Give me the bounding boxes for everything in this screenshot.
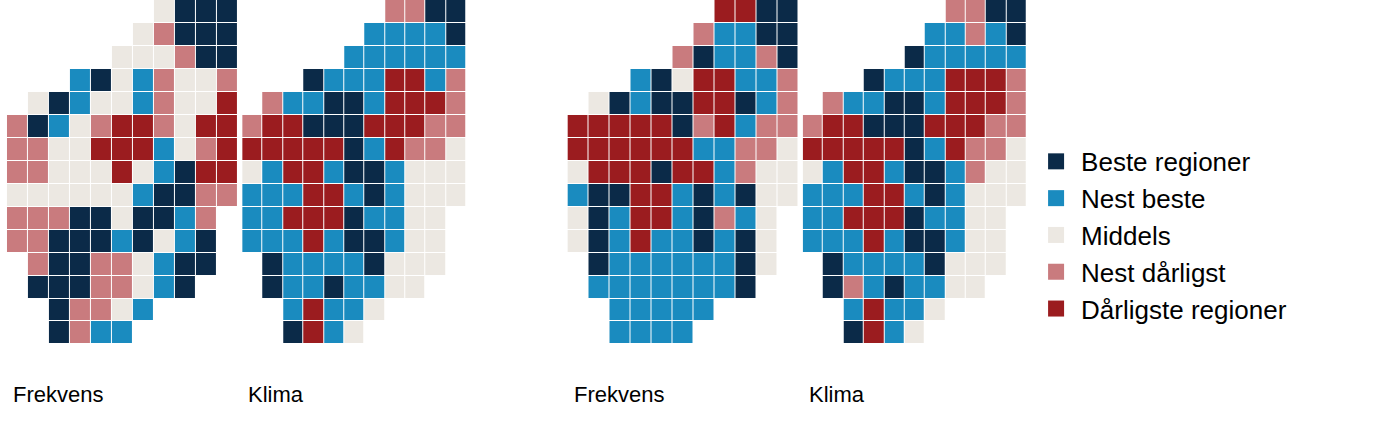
svg-text:Nest beste: Nest beste <box>1081 184 1205 214</box>
svg-text:Beste regioner: Beste regioner <box>1081 147 1250 177</box>
svg-text:Klima: Klima <box>248 382 304 407</box>
svg-text:Klima: Klima <box>809 382 865 407</box>
svg-text:Middels: Middels <box>1081 221 1171 251</box>
svg-text:Frekvens: Frekvens <box>574 382 664 407</box>
svg-text:Nest dårligst: Nest dårligst <box>1081 258 1226 288</box>
svg-text:Frekvens: Frekvens <box>13 382 103 407</box>
svg-text:Dårligste regioner: Dårligste regioner <box>1081 295 1287 325</box>
